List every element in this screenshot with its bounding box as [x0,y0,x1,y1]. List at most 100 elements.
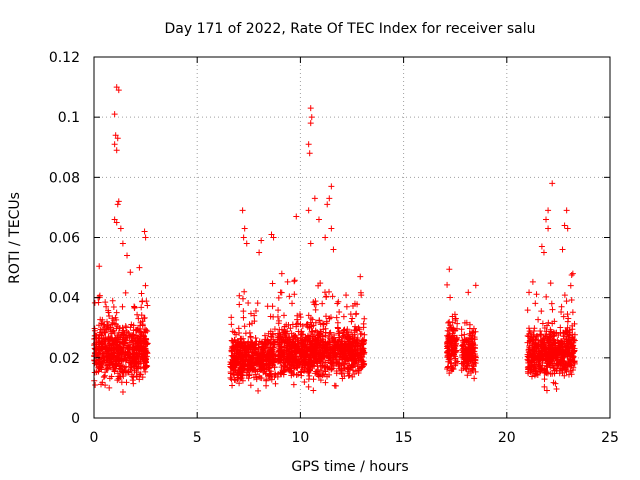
data-point [113,84,120,91]
data-point [266,345,273,352]
data-point [465,340,472,347]
y-tick-label: 0.12 [49,50,80,66]
data-point [104,346,111,353]
data-point [128,364,135,371]
data-point [534,372,541,379]
data-point [560,313,567,320]
data-point [237,356,244,363]
y-tick-label: 0 [71,411,80,427]
data-point [229,364,236,371]
data-point [333,314,340,321]
data-point [298,372,305,379]
data-point [97,364,104,371]
data-point [353,326,360,333]
data-point [291,291,298,298]
data-point [305,361,312,368]
data-point [143,339,150,346]
data-point [447,339,454,346]
data-point [240,335,247,342]
data-point [541,324,548,331]
data-point [241,339,248,346]
data-point [344,326,351,333]
data-point [536,347,543,354]
data-point [466,349,473,356]
data-point [100,340,107,347]
data-point [123,332,130,339]
data-point [267,340,274,347]
data-point [318,350,325,357]
data-point [115,357,122,364]
data-point [112,360,119,367]
data-point [450,327,457,334]
data-point [450,346,457,353]
data-point [257,356,264,363]
data-point [254,300,261,307]
data-point [311,195,318,202]
data-point [554,360,561,367]
data-point [541,376,548,383]
data-point [530,342,537,349]
data-point [467,356,474,363]
data-point [323,313,330,320]
data-point [334,319,341,326]
data-point [252,340,259,347]
data-point [249,320,256,327]
data-point [288,341,295,348]
data-point [239,377,246,384]
data-point [531,354,538,361]
y-axis-ticks: 0 0.02 0.04 0.06 0.08 0.1 0.12 [49,50,610,427]
data-point [310,387,317,394]
data-point [349,373,356,380]
data-point [567,336,574,343]
data-point [105,307,112,314]
data-point [340,313,347,320]
data-point [327,348,334,355]
data-point [546,351,553,358]
data-point [268,231,275,238]
data-point [144,302,151,309]
data-point [564,348,571,355]
data-point [286,293,293,300]
y-axis-label: ROTI / TECUs [7,192,23,284]
y-tick-label: 0.08 [49,170,80,186]
data-point [355,358,362,365]
data-point [255,344,262,351]
data-point [91,369,98,376]
data-point [237,350,244,357]
data-point [451,311,458,318]
data-point [288,368,295,375]
data-point [354,343,361,350]
data-point [106,341,113,348]
data-point [312,327,319,334]
data-point [336,330,343,337]
data-point [321,363,328,370]
data-point [315,373,322,380]
data-point [292,357,299,364]
data-point [306,372,313,379]
data-point [265,330,272,337]
data-point [228,337,235,344]
data-point [331,382,338,389]
data-point [131,304,138,311]
data-point [111,111,118,118]
data-point [276,317,283,324]
data-point [359,344,366,351]
data-point [298,339,305,346]
data-point [291,340,298,347]
data-point [241,288,248,295]
data-point [99,354,106,361]
data-point [322,379,329,386]
data-point [447,367,454,374]
data-point [116,325,123,332]
data-point [274,373,281,380]
data-point [447,294,454,301]
data-point [360,351,367,358]
data-point [564,318,571,325]
data-point [108,330,115,337]
data-point [329,351,336,358]
data-point [281,362,288,369]
data-point [128,371,135,378]
data-point [241,323,248,330]
data-point [444,349,451,356]
data-point [558,303,565,310]
